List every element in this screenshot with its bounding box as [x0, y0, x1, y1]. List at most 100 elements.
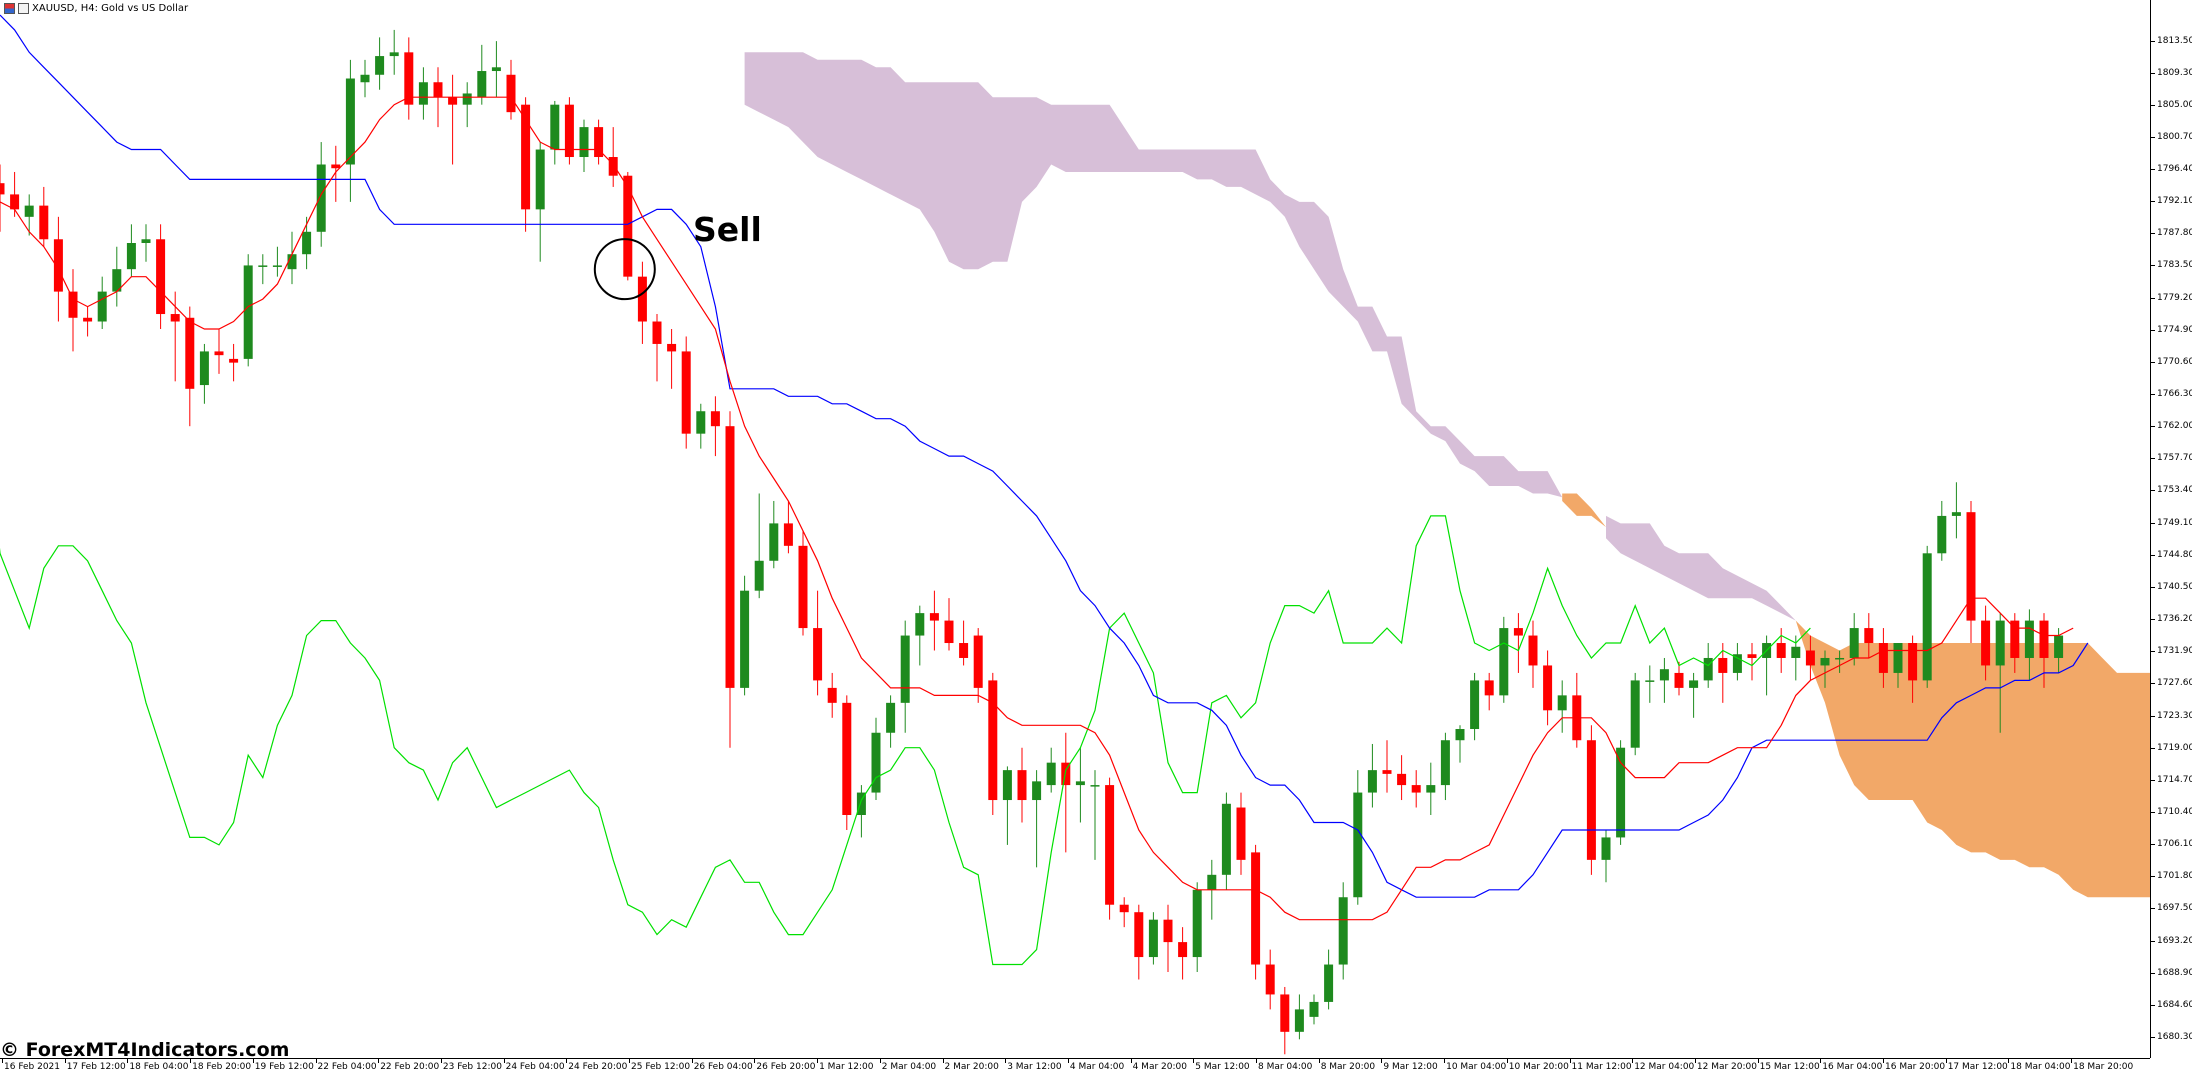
candle-body: [1922, 553, 1932, 681]
bullish-candle: [1426, 762, 1436, 815]
price-axis-label: 1719.00: [2157, 742, 2192, 753]
candle-body: [1645, 680, 1655, 682]
bullish-candle: [375, 37, 385, 90]
price-axis-tick: [2151, 779, 2155, 781]
chart-window-icon[interactable]: [4, 3, 15, 14]
candle-body: [345, 78, 355, 165]
price-axis-label: 1710.40: [2157, 807, 2192, 817]
price-axis-label: 1787.80: [2157, 228, 2192, 239]
time-axis[interactable]: 16 Feb 2021 17 Feb 12:00 18 Feb 04:00 18 Fe…: [0, 1058, 2150, 1076]
bearish-candle: [1674, 661, 1684, 696]
bearish-candle: [156, 224, 166, 329]
bearish-candle: [623, 171, 633, 281]
candle-body: [360, 74, 370, 83]
bullish-candle: [1338, 882, 1348, 980]
chikou-span-line: [0, 515, 1811, 966]
price-axis-label: 1783.50: [2157, 260, 2192, 271]
ichimoku-chart[interactable]: [0, 0, 2150, 1058]
candle-body: [564, 104, 574, 158]
price-axis-tick: [2151, 972, 2155, 974]
price-axis-tick: [2151, 265, 2155, 267]
time-axis-tick: [1883, 1059, 1884, 1063]
bearish-candle: [1265, 949, 1275, 1010]
candle-body: [491, 67, 501, 72]
time-axis-tick: [942, 1059, 944, 1063]
bearish-candle: [783, 500, 793, 554]
candle-body: [126, 243, 136, 270]
bullish-candle: [1937, 500, 1947, 561]
price-axis-label: 1723.30: [2157, 710, 2192, 721]
candle-body: [97, 291, 107, 322]
price-axis-label: 1809.30: [2157, 67, 2192, 78]
candle-body: [185, 317, 195, 389]
candle-body: [1864, 628, 1874, 644]
price-axis-tick: [2151, 747, 2155, 749]
time-axis-label: 26 Feb 04:00: [693, 1062, 753, 1072]
time-axis-label: 8 Mar 20:00: [1320, 1062, 1376, 1072]
candle-body: [1324, 964, 1334, 1002]
time-axis-label: 5 Mar 12:00: [1195, 1062, 1250, 1072]
candle-body: [740, 590, 750, 688]
candle-body: [1513, 628, 1523, 636]
bearish-candle: [521, 97, 531, 232]
time-axis-label: 8 Mar 04:00: [1258, 1062, 1313, 1072]
bearish-candle: [1119, 897, 1129, 928]
time-axis-tick: [2071, 1059, 2073, 1063]
candle-body: [1440, 740, 1450, 786]
tenkan-sen-line: [0, 96, 2074, 921]
bullish-candle: [112, 246, 122, 307]
candle-body: [1981, 620, 1991, 666]
price-axis-label: 1766.30: [2157, 389, 2192, 400]
price-axis-label: 1796.40: [2157, 163, 2192, 174]
time-axis-tick: [503, 1059, 505, 1063]
candle-body: [404, 52, 414, 105]
candle-body: [506, 74, 516, 113]
candle-body: [433, 82, 443, 98]
bullish-candle: [696, 403, 706, 449]
candle-body: [2039, 620, 2049, 658]
time-axis-label: 18 Feb 04:00: [129, 1062, 189, 1072]
time-axis-label: 10 Mar 20:00: [1508, 1062, 1569, 1072]
candle-body: [1280, 994, 1290, 1032]
price-axis-tick: [2151, 554, 2155, 556]
bullish-candle: [1732, 643, 1742, 681]
bullish-candle: [740, 575, 750, 696]
time-axis-tick: [252, 1059, 254, 1063]
candle-body: [1966, 512, 1976, 621]
bearish-candle: [68, 269, 78, 352]
bearish-candle: [710, 396, 720, 457]
bearish-candle: [170, 291, 180, 382]
candle-body: [1616, 747, 1626, 838]
time-axis-label: 19 Feb 12:00: [254, 1062, 314, 1072]
price-axis-label: 1770.60: [2157, 356, 2192, 367]
candle-body: [1017, 770, 1027, 801]
price-axis-tick: [2151, 426, 2155, 428]
price-axis-tick: [2151, 329, 2155, 331]
candle-body: [1586, 740, 1596, 860]
bearish-candle: [1178, 927, 1188, 980]
candle-body: [886, 702, 896, 733]
candle-body: [842, 702, 852, 815]
candle-body: [725, 426, 735, 688]
time-axis-label: 23 Feb 12:00: [442, 1062, 502, 1072]
bearish-candle: [725, 411, 735, 748]
bullish-candle: [1353, 770, 1363, 905]
price-axis-tick: [2151, 908, 2155, 910]
candle-body: [637, 276, 647, 322]
bullish-candle: [856, 785, 866, 838]
bearish-candle: [1908, 635, 1918, 703]
candle-body: [1207, 874, 1217, 890]
price-axis[interactable]: 1813.50 1809.30 1805.00 1800.70 1796.40 1792.…: [2150, 0, 2192, 1058]
candle-body: [1995, 620, 2005, 666]
chart-plot-area[interactable]: Sell XAUUSD, H4: Gold vs US Dollar: [0, 0, 2150, 1058]
bearish-candle: [0, 164, 5, 232]
window-mode-icon[interactable]: [18, 3, 29, 14]
bullish-candle: [24, 194, 34, 236]
bearish-candle: [1747, 643, 1757, 681]
candle-body: [462, 93, 472, 105]
time-axis-tick: [1569, 1059, 1571, 1063]
bullish-candle: [97, 276, 107, 329]
candle-body: [1397, 773, 1407, 786]
price-axis-label: 1714.70: [2157, 774, 2192, 785]
